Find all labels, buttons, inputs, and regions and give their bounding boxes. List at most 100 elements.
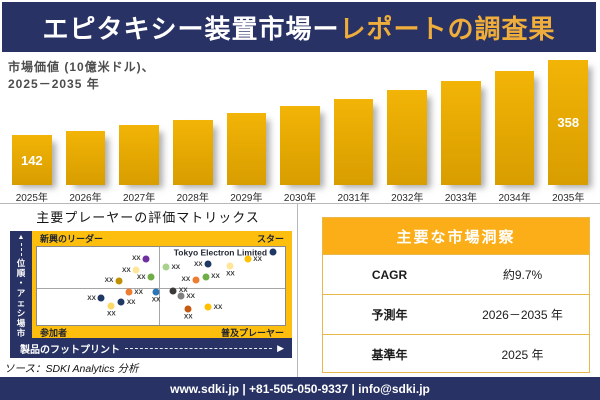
x-axis-tick-label: 2033年: [444, 193, 478, 204]
horizontal-divider: [0, 203, 600, 204]
matrix-quadrant-frame: 新興のリーダー スター XX XX XX XX XX XX XX XX Tokyo Electr…: [32, 231, 292, 338]
matrix-point-label: XX: [211, 273, 220, 281]
chart-subtitle: 市場価値 (10億米ドル)、 2025－2035 年: [8, 59, 155, 93]
matrix-point-label: XX: [186, 292, 195, 300]
matrix-point-label: XX: [134, 288, 143, 296]
x-axis-tick-label: 2027年: [122, 193, 156, 204]
matrix-point-label: XX: [178, 287, 188, 295]
footer-contact-bar: www.sdki.jp | +81-505-050-9337 | info@sd…: [0, 377, 600, 400]
matrix-point-label: XX: [87, 294, 96, 302]
report-title-bar: エピタキシー装置市場ー レポートの調査果: [2, 2, 596, 52]
bar-2027年: [119, 125, 159, 185]
matrix-point-label: XX: [126, 298, 136, 306]
quadrant-label-pervasive-players: 普及プレーヤー: [220, 327, 284, 338]
matrix-point: XX: [105, 277, 123, 285]
matrix-x-axis: 製品のフットプリント ▶: [10, 338, 292, 358]
matrix-point: XX: [204, 303, 222, 311]
x-axis-tick-label: 2026年: [69, 193, 102, 204]
insights-row-value: 2026－2035 年: [482, 308, 563, 322]
bar-2025年: 142: [12, 135, 52, 185]
insights-row-label: 基準年: [371, 348, 408, 362]
matrix-point-label: XX: [151, 296, 161, 304]
matrix-y-axis: ▲ 位 順 ・ ア ェ シ 場 市: [10, 231, 32, 338]
x-axis-tick-label: 2030年: [283, 193, 317, 204]
matrix-point-label: XX: [226, 270, 235, 278]
matrix-point: XX: [169, 287, 188, 295]
insights-row-label: CAGR: [371, 267, 408, 282]
insights-row: 基準年 2025 年: [323, 334, 589, 374]
matrix-point-label: XX: [104, 277, 114, 285]
arrow-up-icon: ▲: [17, 234, 25, 241]
quadrant-divider-horizontal: [37, 287, 285, 289]
matrix-point: XX: [87, 294, 105, 302]
matrix-point: XX: [137, 273, 155, 281]
chart-subtitle-line2: 2025－2035 年: [8, 76, 100, 91]
quadrant-divider-vertical: [158, 247, 160, 325]
insights-row-label: 予測年: [371, 308, 408, 322]
quadrant-label-participants: 参加者: [40, 327, 68, 338]
matrix-point-label: Tokyo Electron Limited: [173, 247, 268, 258]
matrix-point-label: XX: [122, 266, 131, 274]
insights-row: CAGR 約9.7%: [323, 254, 589, 294]
key-market-insights-panel: 主要な市場洞察 CAGR 約9.7% 予測年 2026－2035 年基準年 2025 年: [322, 217, 590, 373]
matrix-point-label: XX: [171, 263, 181, 271]
player-evaluation-matrix: ▲ 位 順 ・ ア ェ シ 場 市 新興のリーダー スター XX XX XX XX XX…: [10, 231, 292, 358]
bar-2029年: [226, 113, 267, 185]
insights-row-value: 2025 年: [501, 348, 544, 362]
matrix-point: XX: [107, 302, 116, 318]
x-axis-tick-label: 2029年: [230, 193, 263, 204]
matrix-point: XX: [244, 255, 262, 263]
bar-2030年: [280, 106, 320, 185]
matrix-point-label: XX: [183, 313, 193, 321]
matrix-plot: XX XX XX XX XX XX XX XX Tokyo Electron Limited XX…: [36, 246, 286, 326]
bar-chart-x-axis-labels: 2025年 2026年 2027年 2028年 2029年 2030年 2031年 2032年…: [12, 189, 588, 204]
dashed-line-vertical: [20, 243, 22, 256]
x-axis-tick-label: 2031年: [337, 193, 370, 204]
matrix-point-label: XX: [107, 310, 116, 318]
insights-row-value: 約9.7%: [502, 268, 543, 282]
quadrant-label-stars: スター: [256, 234, 284, 244]
matrix-top-quadrant-labels: 新興のリーダー スター: [32, 231, 292, 246]
insights-row: 予測年 2026－2035 年: [323, 294, 589, 334]
bar-2035年: 358: [548, 60, 589, 185]
report-title-main: エピタキシー装置市場ー: [42, 13, 340, 44]
matrix-point: XX: [132, 255, 150, 263]
bar-2034年: [494, 71, 535, 185]
bar-2032年: [387, 90, 428, 185]
matrix-point-label: XX: [213, 303, 223, 311]
matrix-bottom-quadrant-labels: 参加者 普及プレーヤー: [32, 326, 292, 338]
x-axis-tick-label: 2034年: [498, 193, 531, 204]
bar-2026年: [65, 131, 106, 185]
matrix-point-label: XX: [136, 273, 146, 281]
bar-2028年: [172, 120, 213, 185]
insights-table-body: CAGR 約9.7% 予測年 2026－2035 年基準年 2025 年: [323, 254, 589, 374]
quadrant-label-emerging-leaders: 新興のリーダー: [40, 234, 104, 244]
report-title-accent: レポートの調査果: [339, 13, 556, 44]
dashed-line-horizontal: [125, 347, 273, 349]
matrix-point: XX: [117, 298, 135, 306]
matrix-point: XX: [125, 288, 143, 296]
x-axis-tick-label: 2035年: [552, 193, 585, 204]
footer-contact-text: www.sdki.jp | +81-505-050-9337 | info@sd…: [170, 381, 430, 396]
x-axis-tick-label: 2025年: [15, 193, 48, 204]
matrix-point-label: XX: [131, 255, 141, 263]
matrix-point: XX: [182, 276, 200, 284]
insights-panel-title: 主要な市場洞察: [323, 218, 589, 254]
matrix-point: XX: [122, 266, 140, 274]
matrix-title: 主要プレーヤーの評価マトリックス: [36, 210, 260, 225]
matrix-point: XX: [226, 262, 235, 277]
source-note: ソース：SDKI Analytics 分析: [4, 363, 139, 375]
matrix-point: XX: [184, 305, 193, 321]
arrow-right-icon: ▶: [277, 342, 284, 353]
matrix-point-label: XX: [193, 260, 203, 268]
matrix-point: XX: [194, 260, 212, 268]
matrix-x-axis-label: 製品のフットプリント: [20, 344, 120, 356]
matrix-point: XX: [177, 292, 195, 300]
matrix-point-label: XX: [181, 276, 191, 284]
matrix-point: XX: [202, 273, 220, 281]
vertical-divider: [297, 203, 298, 377]
bar-2031年: [333, 99, 374, 185]
chart-subtitle-line1: 市場価値 (10億米ドル)、: [8, 60, 155, 74]
bar-chart-bars: 142 358: [12, 60, 589, 185]
matrix-point: XX: [162, 263, 180, 271]
